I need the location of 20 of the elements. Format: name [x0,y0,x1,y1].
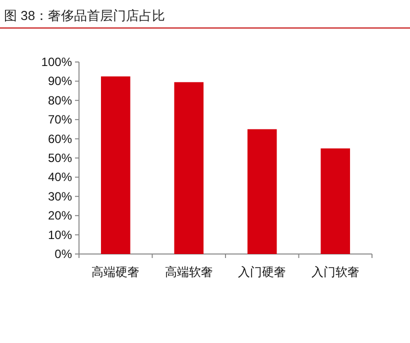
chart-title: 图 38：奢侈品首层门店占比 [4,8,166,23]
bar [320,148,350,254]
x-tick-label: 高端软奢 [164,265,213,279]
x-tick-label: 高端硬奢 [92,265,140,279]
y-tick-label: 0% [54,247,72,261]
y-tick-label: 30% [48,189,72,204]
bar [174,82,204,254]
x-tick-label: 入门硬奢 [238,265,286,279]
y-tick-label: 70% [48,112,72,127]
y-tick-label: 40% [48,170,72,184]
y-tick-label: 10% [48,228,72,242]
bar [247,129,277,254]
y-tick-label: 20% [48,208,72,223]
y-tick-label: 90% [48,74,72,88]
y-tick-label: 60% [48,132,72,146]
bar [100,76,130,254]
y-tick-label: 100% [41,55,72,69]
x-tick-label: 入门软奢 [311,265,360,279]
y-tick-label: 50% [48,151,72,165]
y-tick-label: 80% [48,93,72,108]
